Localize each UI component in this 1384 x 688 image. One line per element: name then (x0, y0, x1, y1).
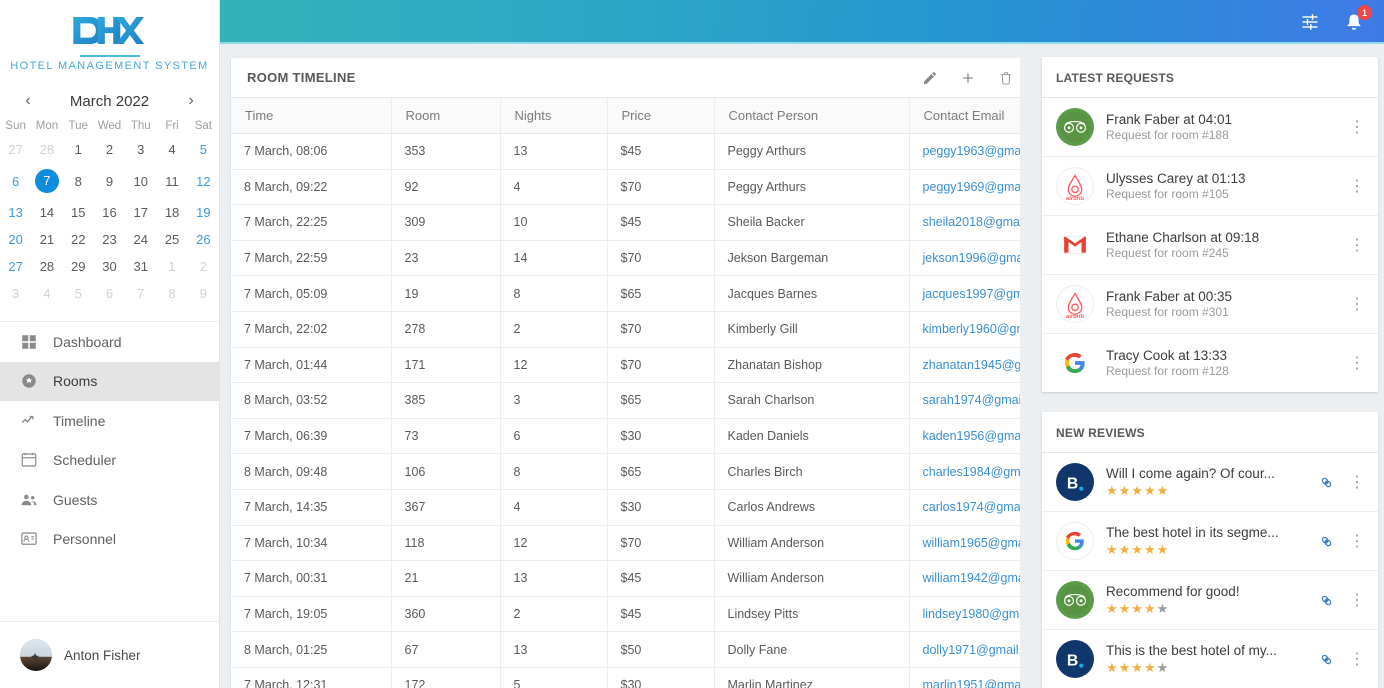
svg-text:airbnb: airbnb (1066, 196, 1084, 201)
svg-text:B: B (1067, 475, 1078, 492)
svg-text:B: B (1067, 652, 1078, 669)
svg-text:airbnb: airbnb (1066, 314, 1084, 319)
